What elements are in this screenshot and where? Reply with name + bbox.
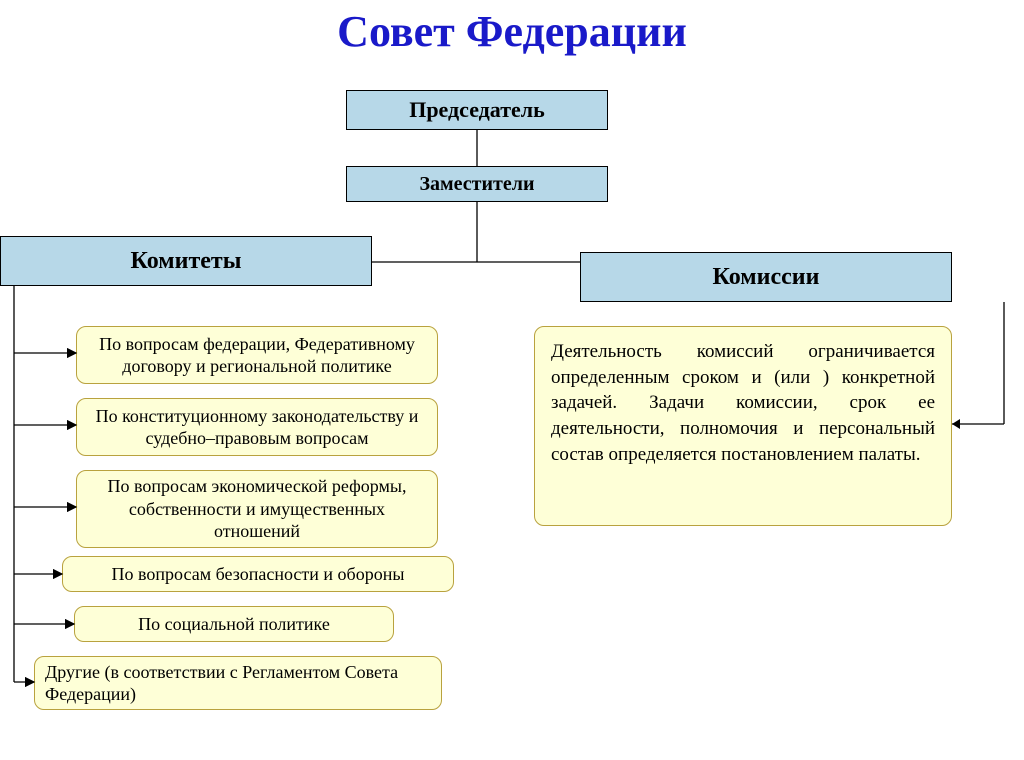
committee-item: По вопросам федерации, Федеративному дог… — [76, 326, 438, 384]
node-commissions-label: Комиссии — [713, 264, 820, 291]
node-committees-label: Комитеты — [131, 248, 242, 275]
node-chairman-label: Председатель — [409, 97, 545, 123]
committee-item: Другие (в соответствии с Регламентом Сов… — [34, 656, 442, 710]
node-committees: Комитеты — [0, 236, 372, 286]
committee-item: По вопросам экономической реформы, собст… — [76, 470, 438, 548]
commission-description-text: Деятельность комиссий ограничивается опр… — [551, 339, 935, 467]
node-chairman: Председатель — [346, 90, 608, 130]
committee-item-label: Другие (в соответствии с Регламентом Сов… — [45, 661, 431, 706]
commission-description: Деятельность комиссий ограничивается опр… — [534, 326, 952, 526]
committee-item-label: По вопросам безопасности и обороны — [112, 563, 405, 586]
committee-item: По конституционному законодательству и с… — [76, 398, 438, 456]
committee-item-label: По вопросам федерации, Федеративному дог… — [87, 333, 427, 378]
node-deputies: Заместители — [346, 166, 608, 202]
committee-item-label: По вопросам экономической реформы, собст… — [87, 475, 427, 543]
committee-item: По вопросам безопасности и обороны — [62, 556, 454, 592]
node-deputies-label: Заместители — [420, 173, 535, 196]
page-title: Совет Федерации — [0, 6, 1024, 57]
committee-item: По социальной политике — [74, 606, 394, 642]
committee-item-label: По социальной политике — [138, 613, 330, 636]
node-commissions: Комиссии — [580, 252, 952, 302]
committee-item-label: По конституционному законодательству и с… — [87, 405, 427, 450]
